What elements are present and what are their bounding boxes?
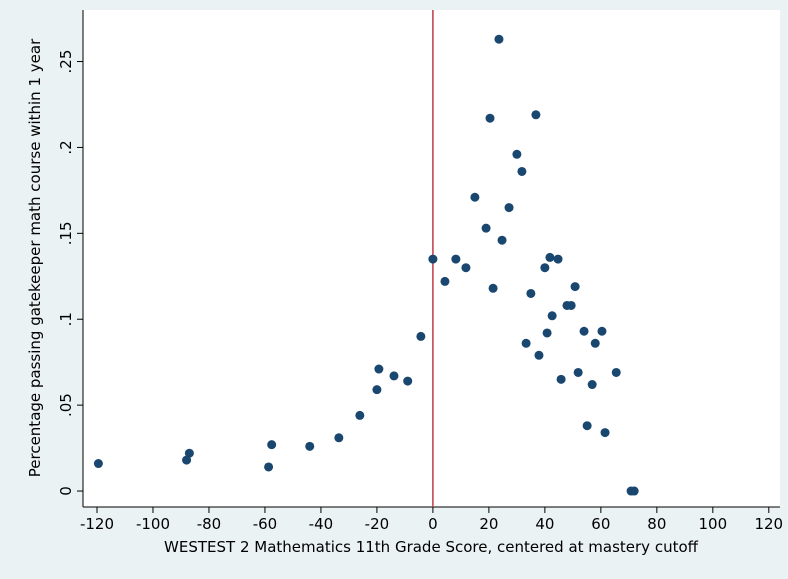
point [504,203,514,213]
y-axis-label: Percentage passing gatekeeper math cours… [26,38,44,477]
x-axis-label: WESTEST 2 Mathematics 11th Grade Score, … [164,538,699,556]
point [416,331,426,341]
x-tick-label: -20 [365,515,390,533]
point [305,441,315,451]
point [389,371,399,381]
point [334,433,344,443]
point [570,282,580,292]
point [182,455,192,465]
point [374,364,384,374]
x-tick-label: -40 [309,515,334,533]
y-tick-label: .1 [57,312,75,326]
point [531,110,541,120]
point [545,252,555,262]
point [264,462,274,472]
point [587,380,597,390]
y-tick-label: .2 [57,140,75,154]
point [497,235,507,245]
point [534,350,544,360]
point [93,459,103,469]
x-tick-label: -60 [253,515,278,533]
point [597,326,607,336]
point [481,223,491,233]
point [428,254,438,264]
point [547,311,557,321]
point [488,283,498,293]
point [629,486,639,496]
point [403,376,413,386]
point [526,288,536,298]
point [512,149,522,159]
point [521,338,531,348]
point [355,410,365,420]
point [556,374,566,384]
point [494,34,504,44]
x-tick-label: -120 [80,515,114,533]
x-tick-label: 20 [479,515,498,533]
x-tick-label: 120 [754,515,783,533]
point [579,326,589,336]
point [517,166,527,176]
point [451,254,461,264]
point [372,385,382,395]
point [485,113,495,123]
point [540,263,550,273]
point [267,440,277,450]
x-tick-label: 100 [698,515,727,533]
point [184,448,194,458]
point [590,338,600,348]
point [440,276,450,286]
x-tick-label: 60 [591,515,610,533]
point [600,428,610,438]
x-tick-label: 80 [647,515,666,533]
x-tick-label: 0 [428,515,438,533]
x-tick-label: -80 [197,515,222,533]
x-tick-label: 40 [535,515,554,533]
x-tick-label: -100 [136,515,170,533]
point [582,421,592,431]
y-tick-label: .05 [57,393,75,417]
point [542,328,552,338]
point [553,254,563,264]
point [461,263,471,273]
y-tick-label: .25 [57,50,75,74]
point [611,367,621,377]
y-tick-label: .15 [57,221,75,245]
point [573,367,583,377]
point [470,192,480,202]
y-tick-label: 0 [57,486,75,496]
point [566,300,576,310]
